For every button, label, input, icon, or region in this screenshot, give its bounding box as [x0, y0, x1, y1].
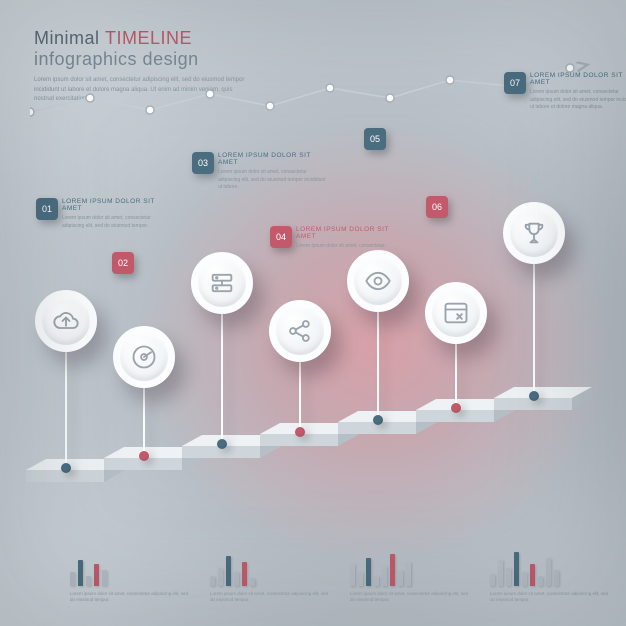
timeline-disc-03: [191, 252, 253, 314]
timeline-base-dot: [451, 403, 461, 413]
chart-caption: Lorem ipsum dolor sit amet, consectetur …: [210, 591, 330, 605]
bar: [382, 566, 387, 586]
mini-barchart-3: Lorem ipsum dolor sit amet, consectetur …: [350, 550, 470, 605]
step-label-03: LOREM IPSUM DOLOR SIT AMET Lorem ipsum d…: [218, 152, 328, 192]
timeline-disc-02: [113, 326, 175, 388]
timeline-disc-06: [425, 282, 487, 344]
step-badge-01: 01: [36, 198, 58, 220]
step-badge-06: 06: [426, 196, 448, 218]
bars: [70, 550, 190, 586]
timeline-disc-01: [35, 290, 97, 352]
bar: [358, 572, 363, 586]
bar: [514, 552, 519, 586]
bar: [102, 570, 107, 586]
bars: [350, 550, 470, 586]
title-word-1: Minimal: [34, 28, 100, 48]
timeline-disc-04: [269, 300, 331, 362]
bar: [374, 576, 379, 586]
bar: [506, 568, 511, 586]
step-badge-02: 02: [112, 252, 134, 274]
bar: [70, 572, 75, 586]
bar: [366, 558, 371, 586]
bar: [210, 576, 215, 586]
step-title: LOREM IPSUM DOLOR SIT AMET: [530, 72, 626, 86]
bar: [522, 572, 527, 586]
step-body: Lorem ipsum dolor sit amet, consectetur …: [530, 89, 626, 112]
step-title: LOREM IPSUM DOLOR SIT AMET: [218, 152, 328, 166]
timeline-stem: [221, 314, 223, 442]
timeline-base-dot: [529, 391, 539, 401]
bar: [538, 576, 543, 586]
mini-barchart-4: Lorem ipsum dolor sit amet, consectetur …: [490, 550, 610, 605]
step-badge-03: 03: [192, 152, 214, 174]
mini-barchart-1: Lorem ipsum dolor sit amet, consectetur …: [70, 550, 190, 605]
step-body: Lorem ipsum dolor sit amet, consectetur …: [62, 215, 172, 230]
bar: [350, 564, 355, 586]
bar: [546, 558, 551, 586]
bar: [218, 568, 223, 586]
chart-caption: Lorem ipsum dolor sit amet, consectetur …: [490, 591, 610, 605]
step-badge-04: 04: [270, 226, 292, 248]
step-title: LOREM IPSUM DOLOR SIT AMET: [62, 198, 172, 212]
bar: [490, 574, 495, 586]
title-word-2: TIMELINE: [105, 28, 192, 48]
step-label-04: LOREM IPSUM DOLOR SIT AMET Lorem ipsum d…: [296, 226, 406, 251]
timeline-base-dot: [217, 439, 227, 449]
timeline-stem: [143, 388, 145, 454]
bar: [530, 564, 535, 586]
bar: [226, 556, 231, 586]
bar: [94, 564, 99, 586]
step-title: LOREM IPSUM DOLOR SIT AMET: [296, 226, 406, 240]
bar: [398, 570, 403, 586]
timeline-base-dot: [373, 415, 383, 425]
chart-caption: Lorem ipsum dolor sit amet, consectetur …: [350, 591, 470, 605]
step-badge-05: 05: [364, 128, 386, 150]
bar: [86, 576, 91, 586]
timeline-disc-05: [347, 250, 409, 312]
timeline-stem: [377, 312, 379, 418]
bar: [406, 562, 411, 586]
step-badge-07: 07: [504, 72, 526, 94]
timeline-base-dot: [61, 463, 71, 473]
timeline-stem: [65, 352, 67, 466]
step-label-07: LOREM IPSUM DOLOR SIT AMET Lorem ipsum d…: [530, 72, 626, 112]
timeline-stem: [533, 264, 535, 394]
timeline-base-dot: [139, 451, 149, 461]
bar: [242, 562, 247, 586]
bar: [78, 560, 83, 586]
step-body: Lorem ipsum dolor sit amet, consectetur …: [218, 169, 328, 192]
step-label-01: LOREM IPSUM DOLOR SIT AMET Lorem ipsum d…: [62, 198, 172, 230]
timeline-stem: [299, 362, 301, 430]
chart-caption: Lorem ipsum dolor sit amet, consectetur …: [70, 591, 190, 605]
mini-barchart-2: Lorem ipsum dolor sit amet, consectetur …: [210, 550, 330, 605]
timeline-stem: [455, 344, 457, 406]
timeline-base-dot: [295, 427, 305, 437]
bar: [498, 560, 503, 586]
bar: [554, 570, 559, 586]
bar: [250, 578, 255, 586]
bars: [490, 550, 610, 586]
bar: [234, 572, 239, 586]
bars: [210, 550, 330, 586]
step-body: Lorem ipsum dolor sit amet, consectetur.: [296, 243, 406, 251]
bar: [390, 554, 395, 586]
timeline-disc-07: [503, 202, 565, 264]
